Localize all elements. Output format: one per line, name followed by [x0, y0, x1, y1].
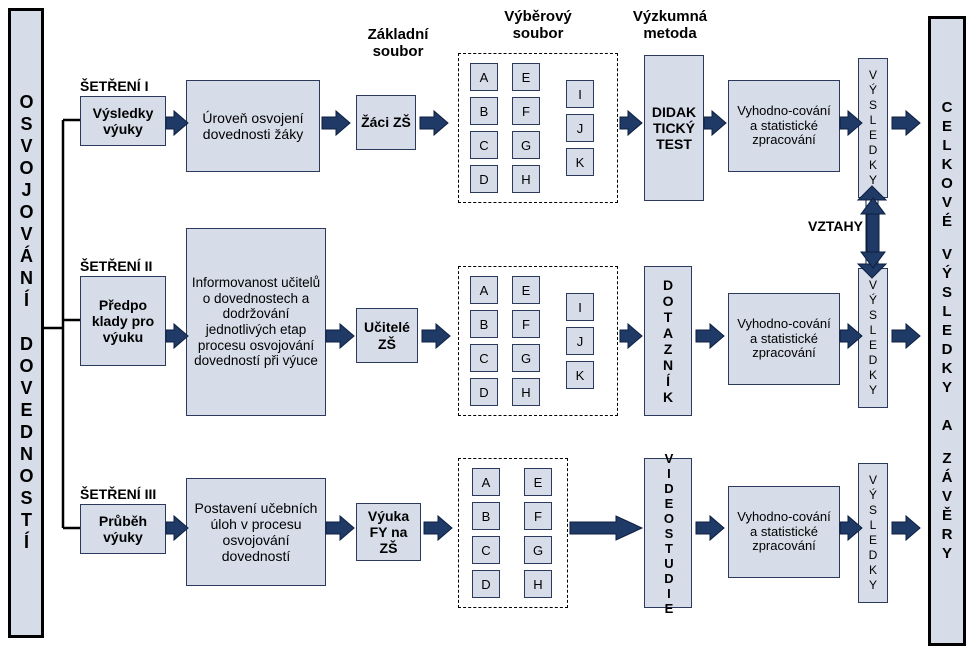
cell-2-F: F [512, 310, 540, 338]
basic-set-box-1: Žáci ZŠ [356, 95, 416, 150]
header-research-method: Výzkumná metoda [620, 8, 720, 42]
eval-box-3: Vyhodno-cování a statistické zpracování [728, 486, 840, 578]
cell-2-C: C [470, 344, 498, 372]
result-text-3: VÝSLEDKY [866, 473, 880, 593]
cell-1-A: A [470, 63, 498, 91]
cell-2-I: I [566, 293, 594, 321]
cell-2-A: A [470, 276, 498, 304]
right-sidebar: CELKOVÉ VÝSLEDKY A ZÁVĚRY [928, 16, 966, 646]
basic-set-box-3: Výuka FY na ZŠ [356, 503, 421, 561]
method-box-3: VIDEOSTUDIE [644, 458, 692, 608]
left-sidebar: OSVOJOVÁNÍ DOVEDNOSTÍ [8, 8, 44, 638]
cell-1-D: D [470, 165, 498, 193]
diagram-canvas: OSVOJOVÁNÍ DOVEDNOSTÍ CELKOVÉ VÝSLEDKY A… [8, 8, 968, 653]
cell-3-A: A [472, 468, 500, 496]
method-text-1: DIDAKTICKÝ TEST [649, 104, 699, 152]
cell-1-E: E [512, 63, 540, 91]
cell-1-B: B [470, 97, 498, 125]
cell-3-E: E [524, 468, 552, 496]
cell-3-D: D [472, 570, 500, 598]
cell-3-F: F [524, 502, 552, 530]
cell-1-J: J [566, 114, 594, 142]
desc-box-3: Postavení učebních úloh v procesu osvojo… [186, 478, 326, 586]
relation-label: VZTAHY [808, 218, 863, 234]
cell-1-K: K [566, 148, 594, 176]
cell-1-F: F [512, 97, 540, 125]
survey-label-3: ŠETŘENÍ III [80, 486, 156, 502]
right-sidebar-line2: VÝSLEDKY A [939, 246, 956, 436]
right-sidebar-line1: CELKOVÉ [939, 99, 956, 232]
result-box-2: VÝSLEDKY [858, 268, 888, 408]
cell-2-G: G [512, 344, 540, 372]
cell-2-B: B [470, 310, 498, 338]
method-box-2: DOTAZNÍK [644, 266, 692, 416]
basic-set-box-2: Učitelé ZŠ [356, 308, 418, 363]
result-text-2: VÝSLEDKY [866, 278, 880, 398]
result-box-3: VÝSLEDKY [858, 463, 888, 603]
survey-label-1: ŠETŘENÍ I [80, 78, 148, 94]
right-sidebar-line3: ZÁVĚRY [939, 450, 956, 564]
cell-3-H: H [524, 570, 552, 598]
desc-box-1: Úroveň osvojení dovednosti žáky [186, 80, 320, 172]
survey-label-2: ŠETŘENÍ II [80, 258, 152, 274]
result-box-1: VÝSLEDKY [858, 58, 888, 198]
desc-box-2: Informovanost učitelů o dovednostech a d… [186, 228, 326, 416]
cell-3-C: C [472, 536, 500, 564]
cell-2-D: D [470, 378, 498, 406]
result-text-1: VÝSLEDKY [866, 68, 880, 188]
cell-2-H: H [512, 378, 540, 406]
eval-box-1: Vyhodno-cování a statistické zpracování [728, 80, 840, 172]
header-basic-set: Základní soubor [348, 26, 448, 60]
small-box-1: Výsledky výuky [80, 96, 166, 146]
cell-3-G: G [524, 536, 552, 564]
cell-2-E: E [512, 276, 540, 304]
cell-1-H: H [512, 165, 540, 193]
method-text-2: DOTAZNÍK [660, 277, 676, 405]
cell-1-I: I [566, 80, 594, 108]
cell-2-J: J [566, 327, 594, 355]
cell-1-G: G [512, 131, 540, 159]
eval-box-2: Vyhodno-cování a statistické zpracování [728, 293, 840, 385]
method-box-1: DIDAKTICKÝ TEST [644, 55, 704, 201]
left-sidebar-text: OSVOJOVÁNÍ DOVEDNOSTÍ [16, 92, 37, 554]
method-text-3: VIDEOSTUDIE [661, 451, 676, 616]
header-selection-set: Výběrový soubor [478, 8, 598, 42]
small-box-3: Průběh výuky [80, 504, 166, 554]
cell-1-C: C [470, 131, 498, 159]
cell-3-B: B [472, 502, 500, 530]
cell-2-K: K [566, 361, 594, 389]
small-box-2: Předpo klady pro výuku [80, 276, 166, 366]
